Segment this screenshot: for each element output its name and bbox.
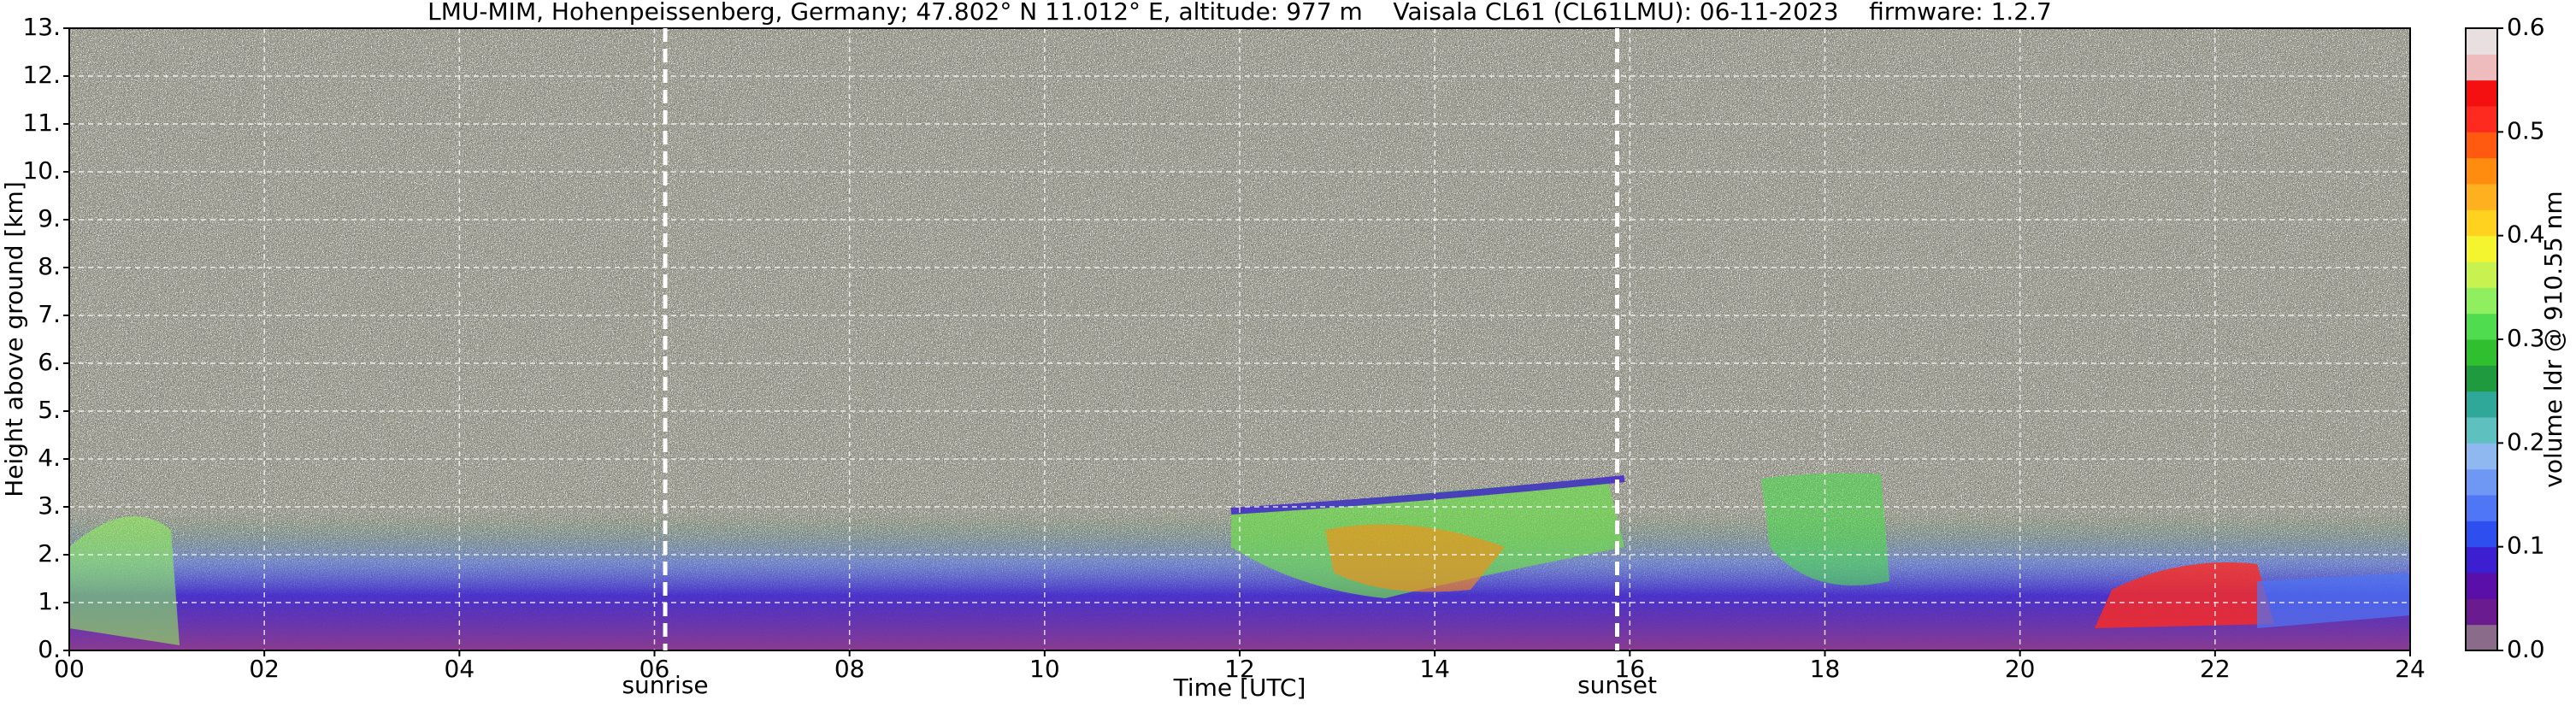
y-axis-label: Height above ground [km] — [0, 181, 28, 497]
x-axis-label: Time [UTC] — [1173, 674, 1306, 702]
y-tick-label: 5. — [38, 396, 61, 424]
colorbar-band — [2466, 468, 2497, 496]
colorbar-band — [2466, 313, 2497, 340]
y-tick-label: 6. — [38, 348, 61, 376]
cloud-layer — [2257, 573, 2410, 628]
colorbar-band — [2466, 157, 2497, 185]
x-tick-label: 24 — [2395, 655, 2426, 683]
y-tick-label: 7. — [38, 300, 61, 328]
colorbar-band — [2466, 235, 2497, 262]
cloud-core — [1325, 524, 1505, 592]
colorbar-tick-label: 0.5 — [2507, 116, 2545, 144]
cloud-layer — [69, 516, 180, 645]
colorbar-band — [2466, 132, 2497, 159]
colorbar-band — [2466, 521, 2497, 548]
y-tick-label: 3. — [38, 491, 61, 520]
y-tick-label: 11. — [22, 109, 61, 137]
chart-title: LMU-MIM, Hohenpeissenberg, Germany; 47.8… — [427, 0, 2052, 26]
colorbar-tick-label: 0.0 — [2507, 635, 2545, 663]
y-tick-label: 10. — [22, 156, 61, 185]
x-tick-label: 06 — [640, 655, 670, 683]
colorbar-band — [2466, 339, 2497, 366]
colorbar-tick-label: 0.4 — [2507, 221, 2545, 249]
y-tick-label: 2. — [38, 539, 61, 568]
y-tick-label: 0. — [38, 635, 61, 663]
colorbar-tick-label: 0.6 — [2507, 13, 2545, 41]
colorbar-band — [2466, 106, 2497, 132]
x-tick-label: 18 — [1810, 655, 1841, 683]
y-tick-label: 1. — [38, 587, 61, 615]
x-tick-label: 08 — [834, 655, 865, 683]
colorbar-label: volume ldr @ 910.55 nm — [2539, 191, 2567, 487]
colorbar-band — [2466, 495, 2497, 521]
colorbar-band — [2466, 54, 2497, 81]
y-tick-label: 13. — [22, 13, 61, 41]
x-tick-label: 02 — [249, 655, 280, 683]
colorbar-band — [2466, 443, 2497, 470]
colorbar-band — [2466, 287, 2497, 315]
annotation-label: sunrise — [622, 671, 708, 699]
x-tick-label: 22 — [2200, 655, 2231, 683]
y-tick-label: 8. — [38, 252, 61, 280]
y-tick-label: 9. — [38, 204, 61, 232]
x-tick-label: 14 — [1419, 655, 1450, 683]
colorbar-band — [2466, 573, 2497, 599]
y-tick-label: 12. — [22, 61, 61, 89]
colorbar-band — [2466, 391, 2497, 418]
x-tick-label: 00 — [54, 655, 85, 683]
colorbar-band — [2466, 546, 2497, 574]
colorbar-band — [2466, 624, 2497, 651]
colorbar-band — [2466, 262, 2497, 288]
colorbar-band — [2466, 184, 2497, 210]
colorbar-tick-label: 0.1 — [2507, 532, 2545, 560]
colorbar-band — [2466, 417, 2497, 444]
x-tick-label: 04 — [445, 655, 475, 683]
colorbar-band — [2466, 365, 2497, 392]
colorbar-tick-label: 0.3 — [2507, 324, 2545, 352]
cloud-core — [2095, 562, 2274, 628]
x-tick-label: 20 — [2005, 655, 2036, 683]
colorbar-band — [2466, 209, 2497, 237]
colorbar-band — [2466, 79, 2497, 107]
cloud-top — [1230, 475, 1625, 515]
annotation-label: sunset — [1577, 671, 1657, 699]
x-tick-label: 16 — [1615, 655, 1646, 683]
colorbar-band — [2466, 28, 2497, 55]
colorbar-band — [2466, 598, 2497, 626]
y-tick-label: 4. — [38, 444, 61, 472]
x-tick-label: 12 — [1224, 655, 1255, 683]
colorbar-tick-label: 0.2 — [2507, 427, 2545, 456]
x-tick-label: 10 — [1029, 655, 1060, 683]
